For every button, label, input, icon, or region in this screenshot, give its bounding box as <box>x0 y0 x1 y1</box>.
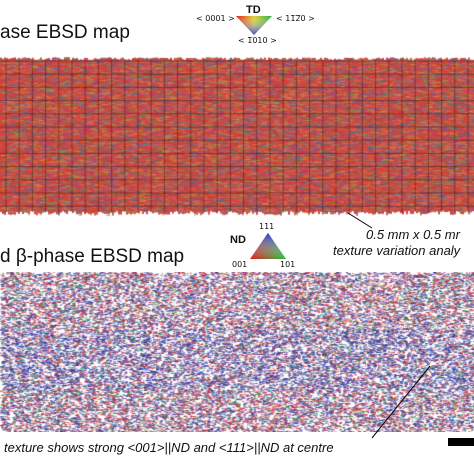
panel-b-key-triangle <box>250 233 286 259</box>
panel-a-annotation-line1: 0.5 mm x 0.5 mr <box>366 227 460 242</box>
panel-a-key-label-right: < 11̅2̅0 > <box>276 14 315 23</box>
panel-b-map-canvas <box>0 272 474 432</box>
panel-a-key-label-bottom: < 1̅010 > <box>238 36 277 45</box>
panel-b-ipf-key: 111 ND 001 101 <box>228 222 304 270</box>
panel-b-ebsd-map <box>0 272 474 432</box>
panel-b-annotation: texture shows strong <001>||ND and <111>… <box>4 440 334 455</box>
panel-a-ebsd-map <box>0 52 474 220</box>
panel-a-title: ase EBSD map <box>0 22 130 43</box>
panel-a-key-title: TD <box>246 4 261 16</box>
panel-b-key-label-right: 101 <box>280 260 296 269</box>
panel-a-key-triangle <box>236 16 272 35</box>
panel-a-map-canvas <box>0 52 474 220</box>
panel-a-key-label-left: < 0001 > <box>196 14 235 23</box>
scale-bar <box>448 438 474 446</box>
panel-a-ipf-key: TD < 0001 > < 11̅2̅0 > < 1̅010 > <box>196 4 316 46</box>
panel-b-key-label-left: 001 <box>232 260 248 269</box>
panel-a-annotation-line2: texture variation analy <box>333 243 461 258</box>
panel-b-key-title: ND <box>230 234 246 246</box>
panel-b-title: d β-phase EBSD map <box>0 246 185 267</box>
panel-b-key-label-top: 111 <box>259 222 275 231</box>
